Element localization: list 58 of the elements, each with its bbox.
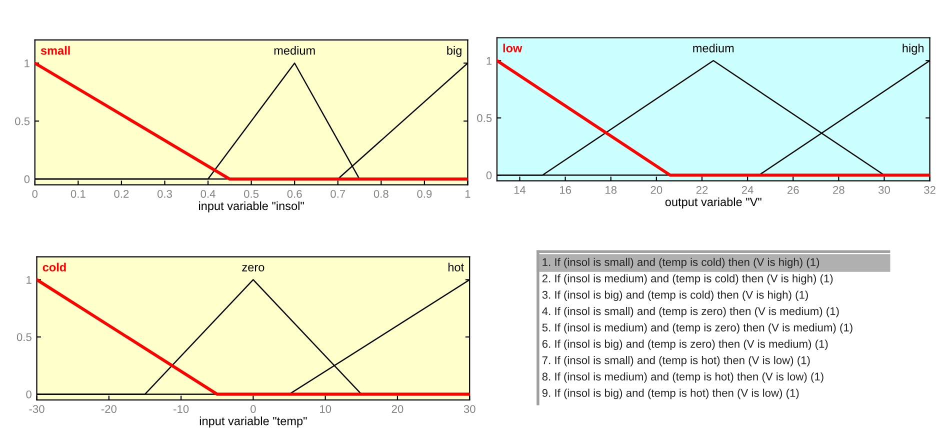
x-tick-label: 18 [606, 186, 617, 194]
x-tick-label: 0.3 [157, 190, 172, 198]
x-tick-label: 0.8 [374, 190, 388, 198]
x-tick-label: 28 [833, 186, 844, 194]
series-label: small [40, 46, 70, 55]
text: 8. If (insol is medium) and (temp is hot) then (V is low) (1) [542, 372, 824, 383]
x-tick-label: 20 [392, 405, 404, 413]
x-tick-label: -30 [29, 405, 44, 413]
y-tick-label: 1 [24, 60, 30, 68]
x-tick-label: 0 [32, 190, 38, 198]
x-tick-label: 14 [514, 186, 526, 194]
y-tick-label: 0.5 [16, 333, 32, 342]
series-label: high [902, 44, 924, 55]
text: 5. If (insol is medium) and (temp is zero) then (V is medium) (1) [542, 323, 852, 334]
series-label: cold [42, 262, 66, 272]
series-label: medium [274, 46, 315, 55]
text: 2. If (insol is medium) and (temp is cold) then (V is high) (1) [542, 274, 833, 285]
y-tick-label: 0.5 [15, 117, 30, 126]
x-tick-label: 0.7 [330, 190, 346, 198]
x-tick-label: 30 [878, 186, 890, 194]
x-axis-title: output variable "V" [665, 197, 762, 208]
series-label: hot [448, 262, 464, 272]
x-tick-label: 26 [787, 186, 799, 194]
text: 7. If (insol is small) and (temp is hot) then (V is low) (1) [542, 356, 810, 366]
x-axis-title: input variable "temp" [200, 416, 307, 428]
y-tick-label: 0 [24, 175, 30, 184]
text: 6. If (insol is big) and (temp is zero) then (V is medium) (1) [542, 340, 828, 350]
x-tick-label: -20 [101, 405, 117, 413]
x-tick-label: 16 [560, 186, 571, 194]
x-tick-label: 0.4 [200, 190, 216, 198]
series-label: big [447, 46, 462, 58]
x-tick-label: 32 [924, 186, 936, 194]
x-tick-label: 0.6 [287, 190, 302, 198]
x-tick-label: 0 [250, 405, 256, 413]
x-axis-title: input variable "insol" [199, 201, 304, 212]
x-tick-label: 24 [742, 186, 754, 194]
series-label: low [503, 44, 522, 52]
x-tick-label: 0.5 [244, 190, 259, 198]
series-label: zero [242, 264, 264, 272]
series-label: medium [693, 44, 734, 52]
x-tick-label: 0.9 [417, 190, 432, 198]
x-tick-label: 0.2 [114, 190, 129, 198]
y-tick-label: 1 [486, 57, 492, 65]
text: 9. If (insol is big) and (temp is hot) then (V is low) (1) [542, 388, 799, 400]
x-tick-label: -10 [174, 405, 189, 413]
text: 3. If (insol is big) and (temp is cold) then (V is high) (1) [542, 290, 808, 301]
x-tick-label: 1 [465, 190, 470, 198]
x-tick-label: 0.1 [70, 190, 86, 198]
y-tick-label: 0.5 [477, 114, 492, 122]
x-tick-label: 20 [650, 186, 662, 194]
y-tick-label: 0 [26, 390, 32, 398]
text: 4. If (insol is small) and (temp is zero) then (V is medium) (1) [542, 306, 839, 318]
y-tick-label: 0 [486, 171, 492, 180]
x-tick-label: 22 [696, 186, 708, 194]
x-tick-label: 10 [320, 405, 332, 413]
text: 1. If (insol is small) and (temp is cold) then (V is high) (1) [542, 258, 820, 268]
y-tick-label: 1 [26, 276, 32, 284]
x-tick-label: 30 [464, 405, 476, 413]
